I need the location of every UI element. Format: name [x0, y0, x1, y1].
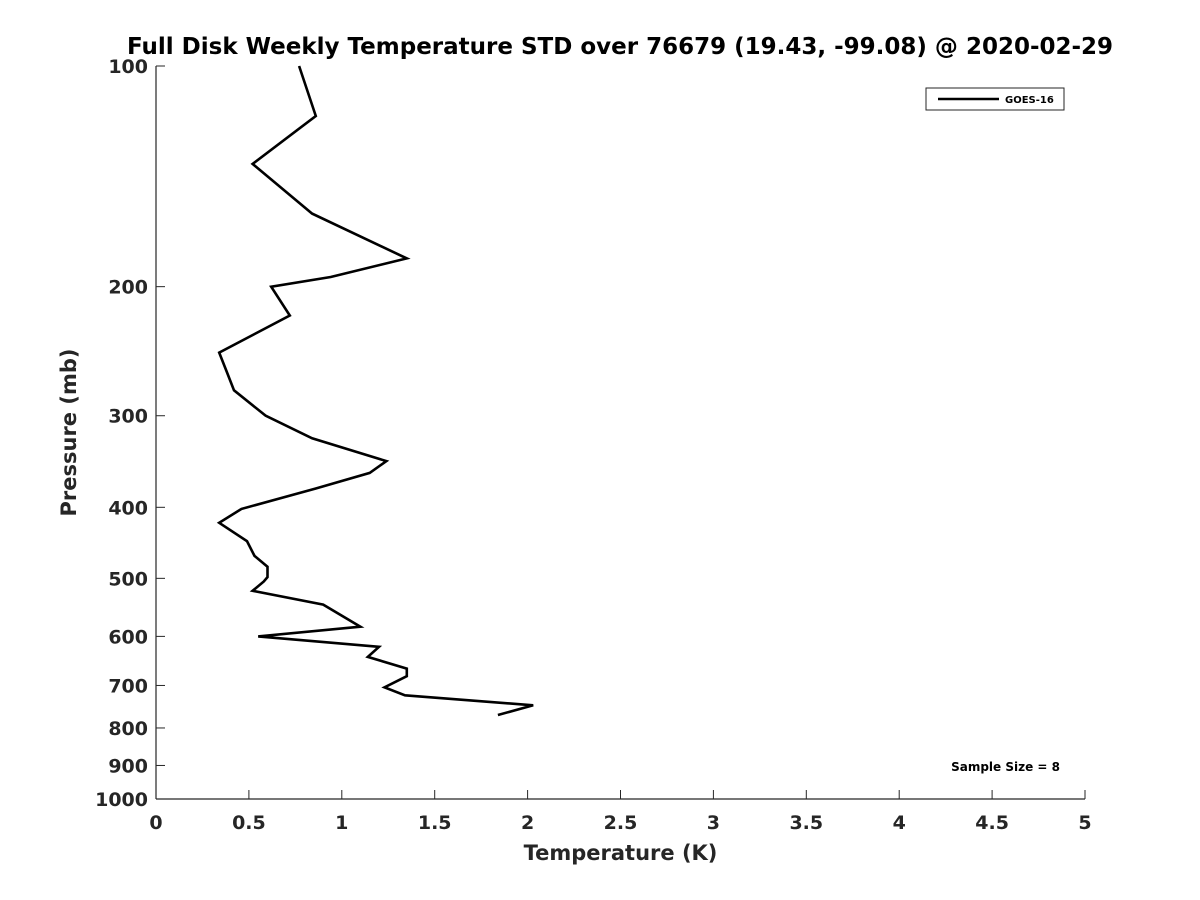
y-tick-label: 700	[108, 675, 148, 697]
y-tick-label: 500	[108, 568, 148, 590]
x-tick-label: 2	[521, 812, 534, 834]
y-tick-label: 300	[108, 406, 148, 428]
x-tick-label: 2.5	[604, 812, 638, 834]
y-tick-label: 200	[108, 277, 148, 299]
y-tick-label: 800	[108, 718, 148, 740]
x-tick-label: 0	[149, 812, 162, 834]
x-tick-label: 1	[335, 812, 348, 834]
y-tick-label: 400	[108, 497, 148, 519]
x-tick-label: 1.5	[418, 812, 452, 834]
y-tick-label: 600	[108, 626, 148, 648]
chart-title: Full Disk Weekly Temperature STD over 76…	[127, 34, 1113, 60]
sample-size-annotation: Sample Size = 8	[951, 760, 1060, 774]
x-axis-label: Temperature (K)	[524, 841, 718, 865]
x-tick-label: 5	[1078, 812, 1091, 834]
x-tick-label: 3	[707, 812, 720, 834]
x-tick-label: 3.5	[789, 812, 823, 834]
y-tick-label: 1000	[95, 789, 148, 811]
x-tick-label: 4	[893, 812, 906, 834]
x-tick-label: 0.5	[232, 812, 266, 834]
temperature-std-chart: Full Disk Weekly Temperature STD over 76…	[0, 0, 1200, 900]
y-axis-label: Pressure (mb)	[57, 349, 81, 517]
legend: GOES-16	[926, 88, 1064, 110]
y-tick-label: 900	[108, 755, 148, 777]
x-tick-label: 4.5	[975, 812, 1009, 834]
legend-entry-goes-16: GOES-16	[1005, 95, 1054, 106]
y-tick-label: 100	[108, 56, 148, 78]
